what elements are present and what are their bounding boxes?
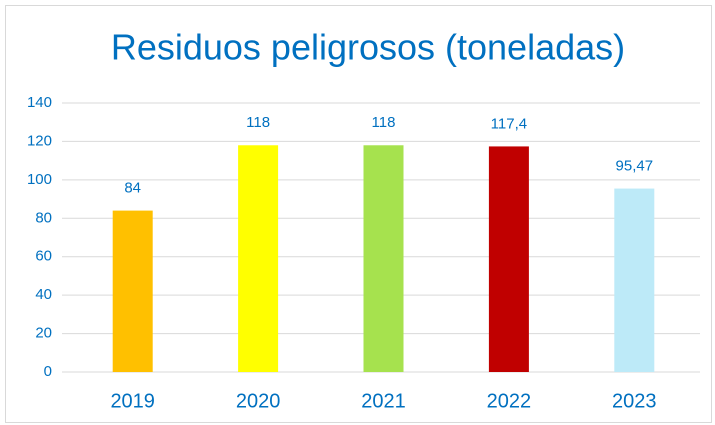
x-tick-label: 2023	[612, 390, 657, 412]
y-tick-label: 0	[44, 363, 52, 380]
x-tick-label: 2021	[361, 390, 406, 412]
value-label: 95,47	[616, 158, 654, 175]
y-tick-label: 60	[35, 248, 52, 265]
bar	[112, 210, 153, 372]
x-tick-label: 2020	[236, 390, 281, 412]
bar	[363, 145, 404, 372]
y-tick-label: 40	[35, 286, 52, 303]
value-label: 117,4	[491, 115, 527, 132]
bar	[614, 188, 655, 372]
y-tick-label: 20	[35, 325, 52, 342]
value-label: 84	[124, 180, 141, 197]
value-label: 118	[372, 114, 396, 131]
y-tick-label: 140	[27, 94, 52, 111]
x-tick-label: 2019	[110, 390, 155, 412]
y-tick-label: 100	[27, 171, 52, 188]
chart-title: Residuos peligrosos (toneladas)	[111, 27, 625, 68]
y-tick-label: 120	[27, 132, 52, 149]
bar	[238, 145, 279, 372]
x-tick-label: 2022	[487, 390, 532, 412]
y-tick-label: 80	[35, 209, 52, 226]
bar	[488, 146, 529, 372]
value-label: 118	[246, 114, 270, 131]
chart-border	[5, 5, 712, 423]
